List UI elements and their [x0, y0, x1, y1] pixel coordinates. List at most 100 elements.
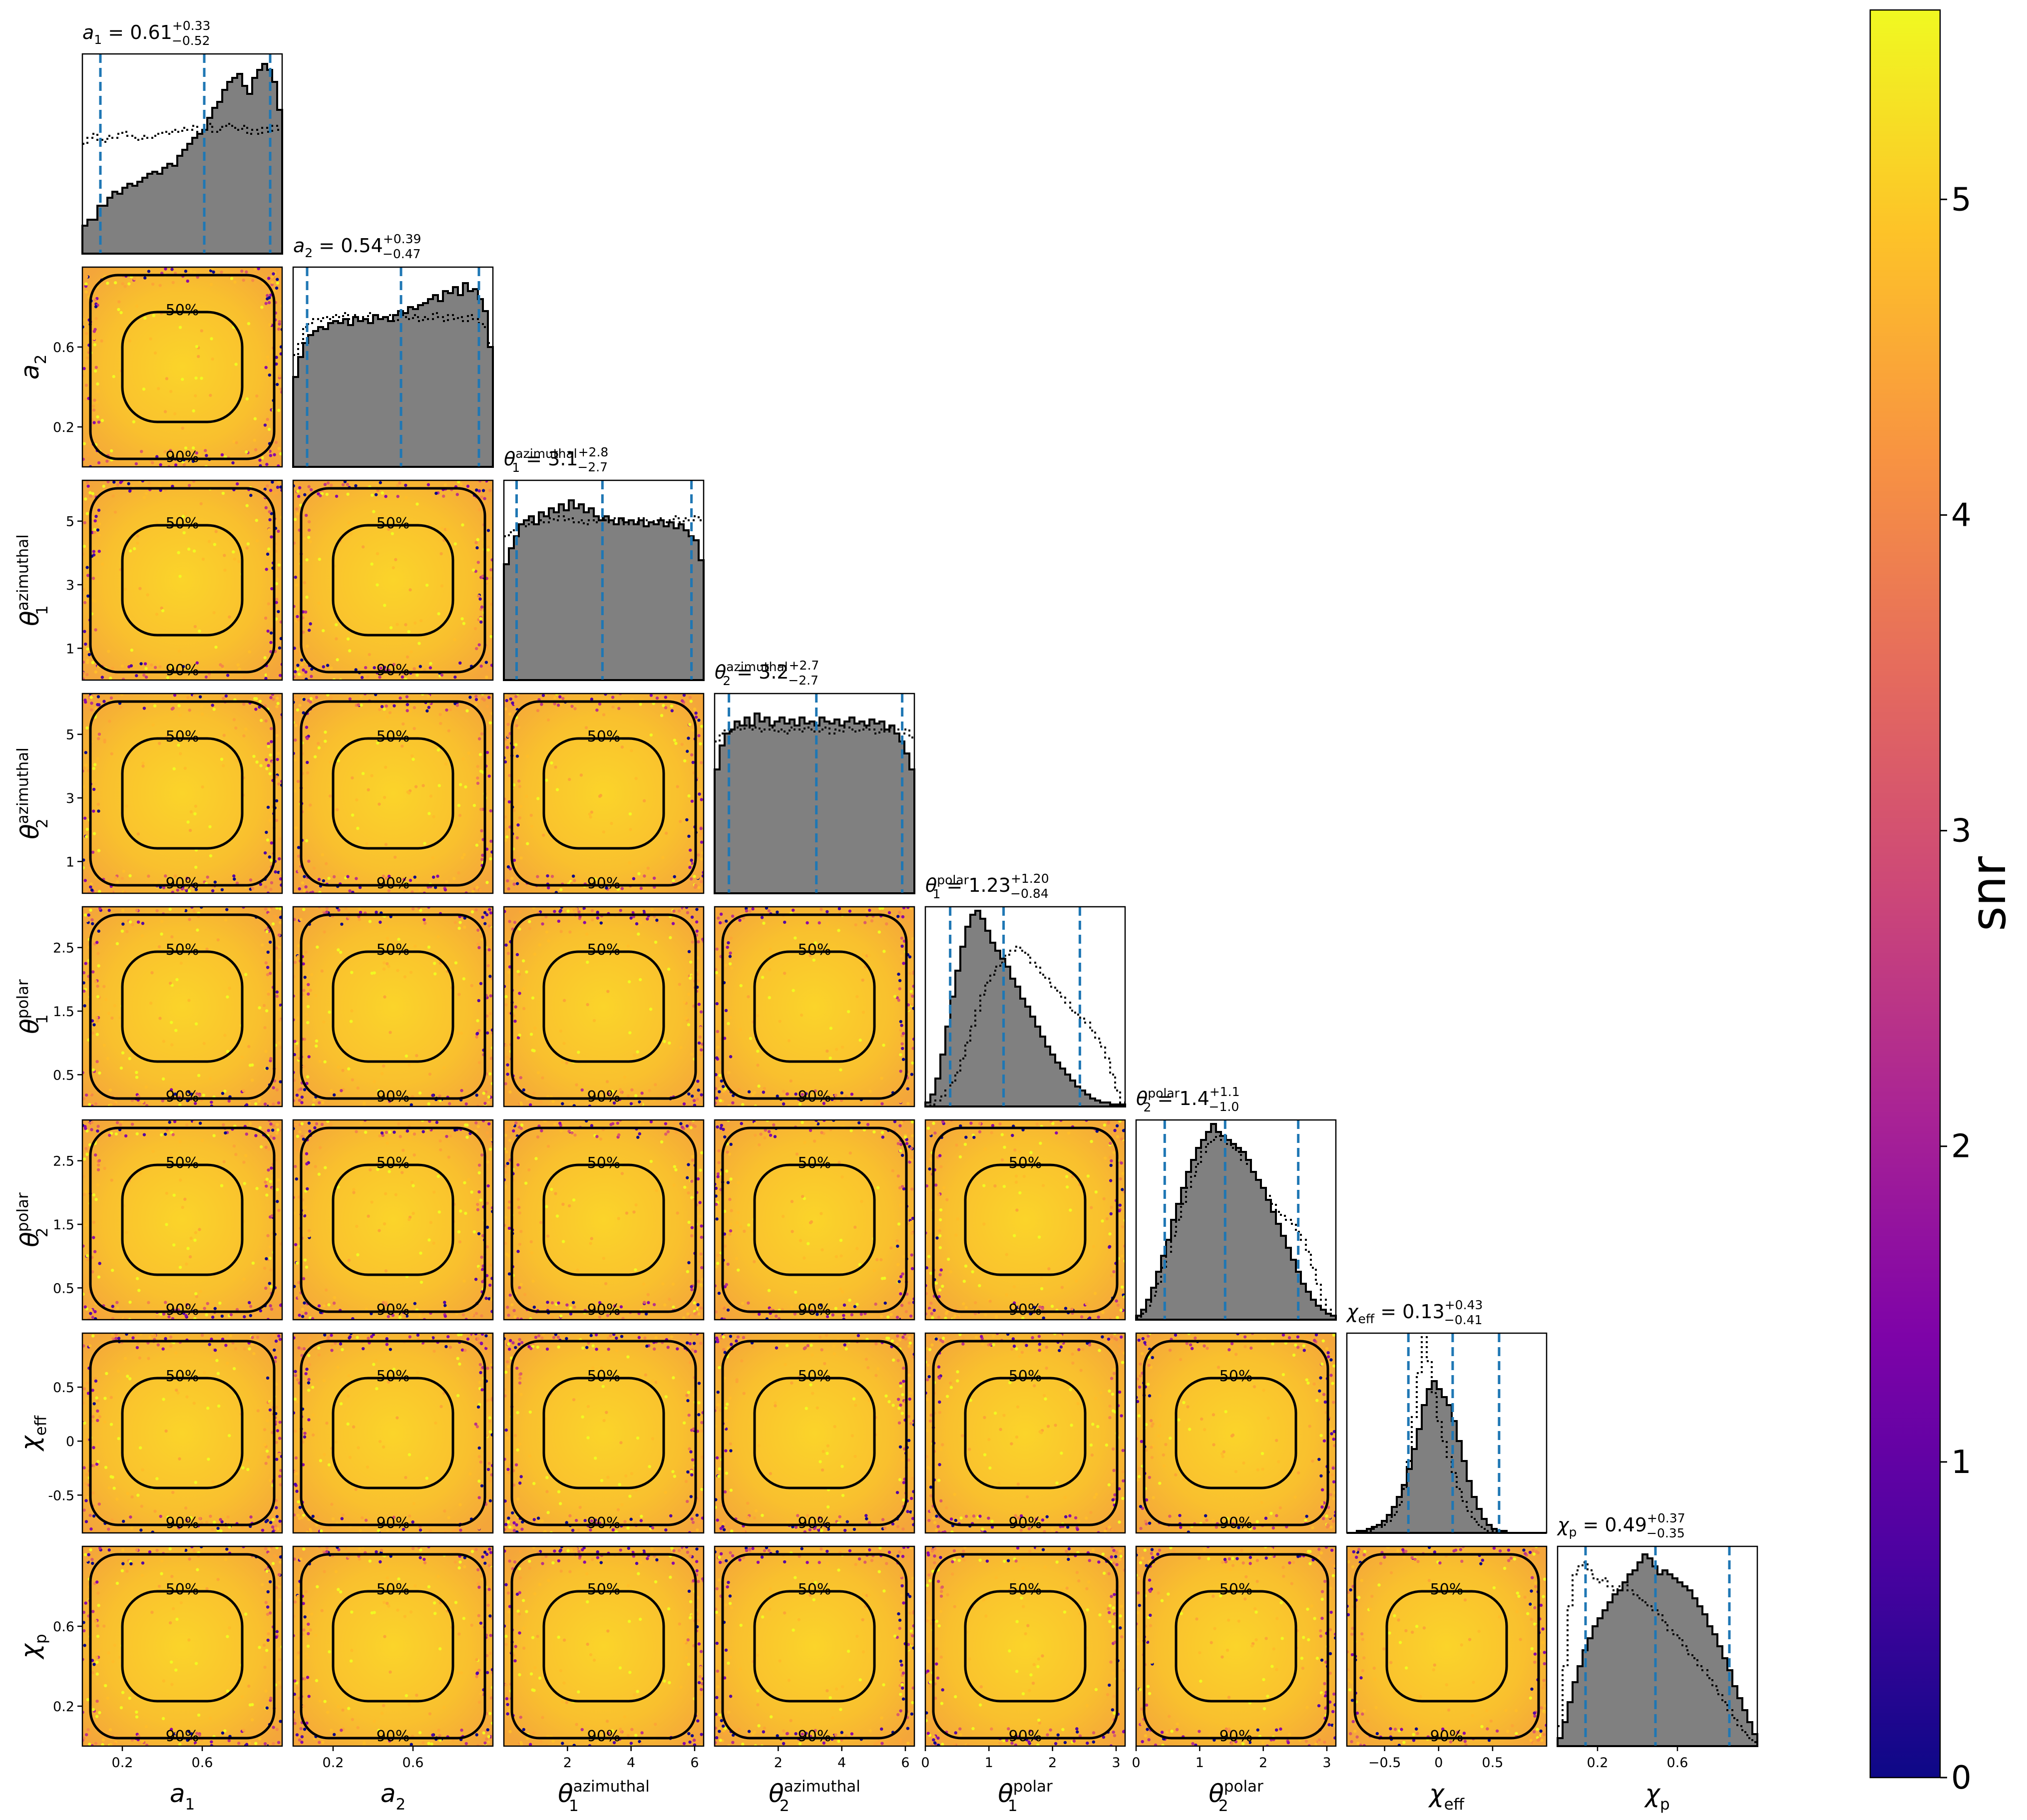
- sample-point: [928, 1167, 931, 1171]
- sample-point: [541, 694, 545, 697]
- sample-point: [203, 1371, 206, 1375]
- sample-point: [740, 1122, 743, 1125]
- sample-point: [807, 1301, 811, 1304]
- sample-point: [115, 1497, 119, 1501]
- sample-point: [128, 1300, 132, 1304]
- sample-point: [198, 1228, 201, 1231]
- sample-point: [697, 940, 700, 944]
- sample-point: [274, 440, 278, 444]
- sample-point: [855, 995, 859, 999]
- sample-point: [978, 1262, 981, 1265]
- sample-point: [559, 930, 563, 933]
- sample-point: [699, 742, 702, 745]
- sample-point: [192, 694, 196, 698]
- sample-point: [690, 1053, 694, 1056]
- sample-point: [730, 1524, 734, 1527]
- sample-point: [382, 967, 386, 971]
- sample-point: [700, 1151, 704, 1154]
- sample-point: [396, 623, 399, 626]
- sample-point: [1121, 1188, 1124, 1191]
- sample-point: [479, 1198, 483, 1202]
- sample-point: [403, 888, 406, 891]
- sample-point: [192, 409, 195, 413]
- sample-point: [429, 1337, 432, 1341]
- sample-point: [392, 663, 396, 667]
- sample-point: [378, 1229, 381, 1232]
- sample-point: [217, 1404, 221, 1408]
- sample-point: [550, 875, 554, 878]
- sample-point: [487, 1398, 490, 1402]
- contour-90: [89, 274, 276, 460]
- sample-point: [136, 534, 139, 538]
- ylabel-a2: a2: [15, 355, 50, 379]
- sample-point: [213, 1520, 216, 1524]
- sample-point: [998, 1122, 1002, 1126]
- sample-point: [527, 1168, 531, 1172]
- sample-point: [350, 1009, 354, 1013]
- sample-point: [295, 583, 299, 587]
- sample-point: [234, 363, 238, 366]
- sample-point: [269, 454, 273, 457]
- sample-point: [585, 932, 589, 936]
- sample-point: [270, 283, 274, 287]
- frame-a2-t1az: [292, 479, 494, 681]
- density-fill: [82, 480, 282, 680]
- sample-point: [155, 613, 159, 616]
- sample-point: [468, 1472, 472, 1476]
- sample-point: [673, 875, 676, 878]
- sample-point: [455, 493, 459, 496]
- sample-point: [488, 721, 492, 725]
- sample-point: [464, 1123, 467, 1127]
- sample-point: [474, 703, 478, 707]
- sample-point: [106, 282, 109, 285]
- sample-point: [478, 597, 482, 601]
- contour-90: [510, 913, 697, 1100]
- sample-point: [811, 940, 814, 944]
- sample-point: [159, 463, 162, 467]
- sample-point: [731, 1101, 735, 1104]
- sample-point: [277, 1453, 281, 1456]
- sample-point: [536, 797, 540, 800]
- sample-point: [224, 918, 228, 922]
- sample-point: [518, 1242, 522, 1246]
- sample-point: [426, 483, 430, 486]
- sample-point: [1105, 1217, 1109, 1221]
- hist-panel-t1az: θazimuthal 1 = 3.1+2.8 −2.7: [503, 445, 705, 681]
- sample-point: [267, 763, 270, 767]
- sample-point: [269, 631, 273, 635]
- sample-point: [556, 1336, 560, 1339]
- contour-label-90: 90%: [587, 1301, 621, 1319]
- sample-point: [437, 1210, 441, 1214]
- sample-point: [439, 552, 443, 556]
- sample-point: [674, 1168, 678, 1172]
- sample-point: [128, 920, 132, 924]
- sample-point: [172, 1193, 176, 1197]
- sample-point: [939, 1165, 943, 1168]
- sample-point: [513, 1315, 517, 1319]
- sample-point: [460, 617, 464, 621]
- sample-point: [404, 483, 407, 487]
- sample-point: [193, 1101, 197, 1105]
- sample-point: [1116, 1135, 1120, 1138]
- sample-point: [121, 1519, 125, 1523]
- sample-point: [185, 1262, 188, 1266]
- sample-point: [260, 306, 264, 309]
- sample-point: [305, 726, 309, 729]
- sample-point: [680, 742, 684, 746]
- sample-point: [716, 1403, 720, 1407]
- sample-point: [1110, 1126, 1114, 1129]
- sample-point: [772, 1123, 776, 1127]
- sample-point: [210, 267, 214, 270]
- sample-point: [438, 1094, 441, 1098]
- sample-point: [348, 889, 352, 893]
- sample-point: [265, 462, 269, 466]
- sample-point: [700, 1266, 704, 1269]
- sample-point: [570, 1131, 574, 1134]
- sample-point: [330, 1334, 333, 1337]
- sample-point: [901, 1058, 905, 1061]
- sample-point: [489, 568, 493, 572]
- sample-point: [472, 803, 476, 807]
- sample-point: [504, 1170, 507, 1174]
- sample-point: [183, 766, 187, 770]
